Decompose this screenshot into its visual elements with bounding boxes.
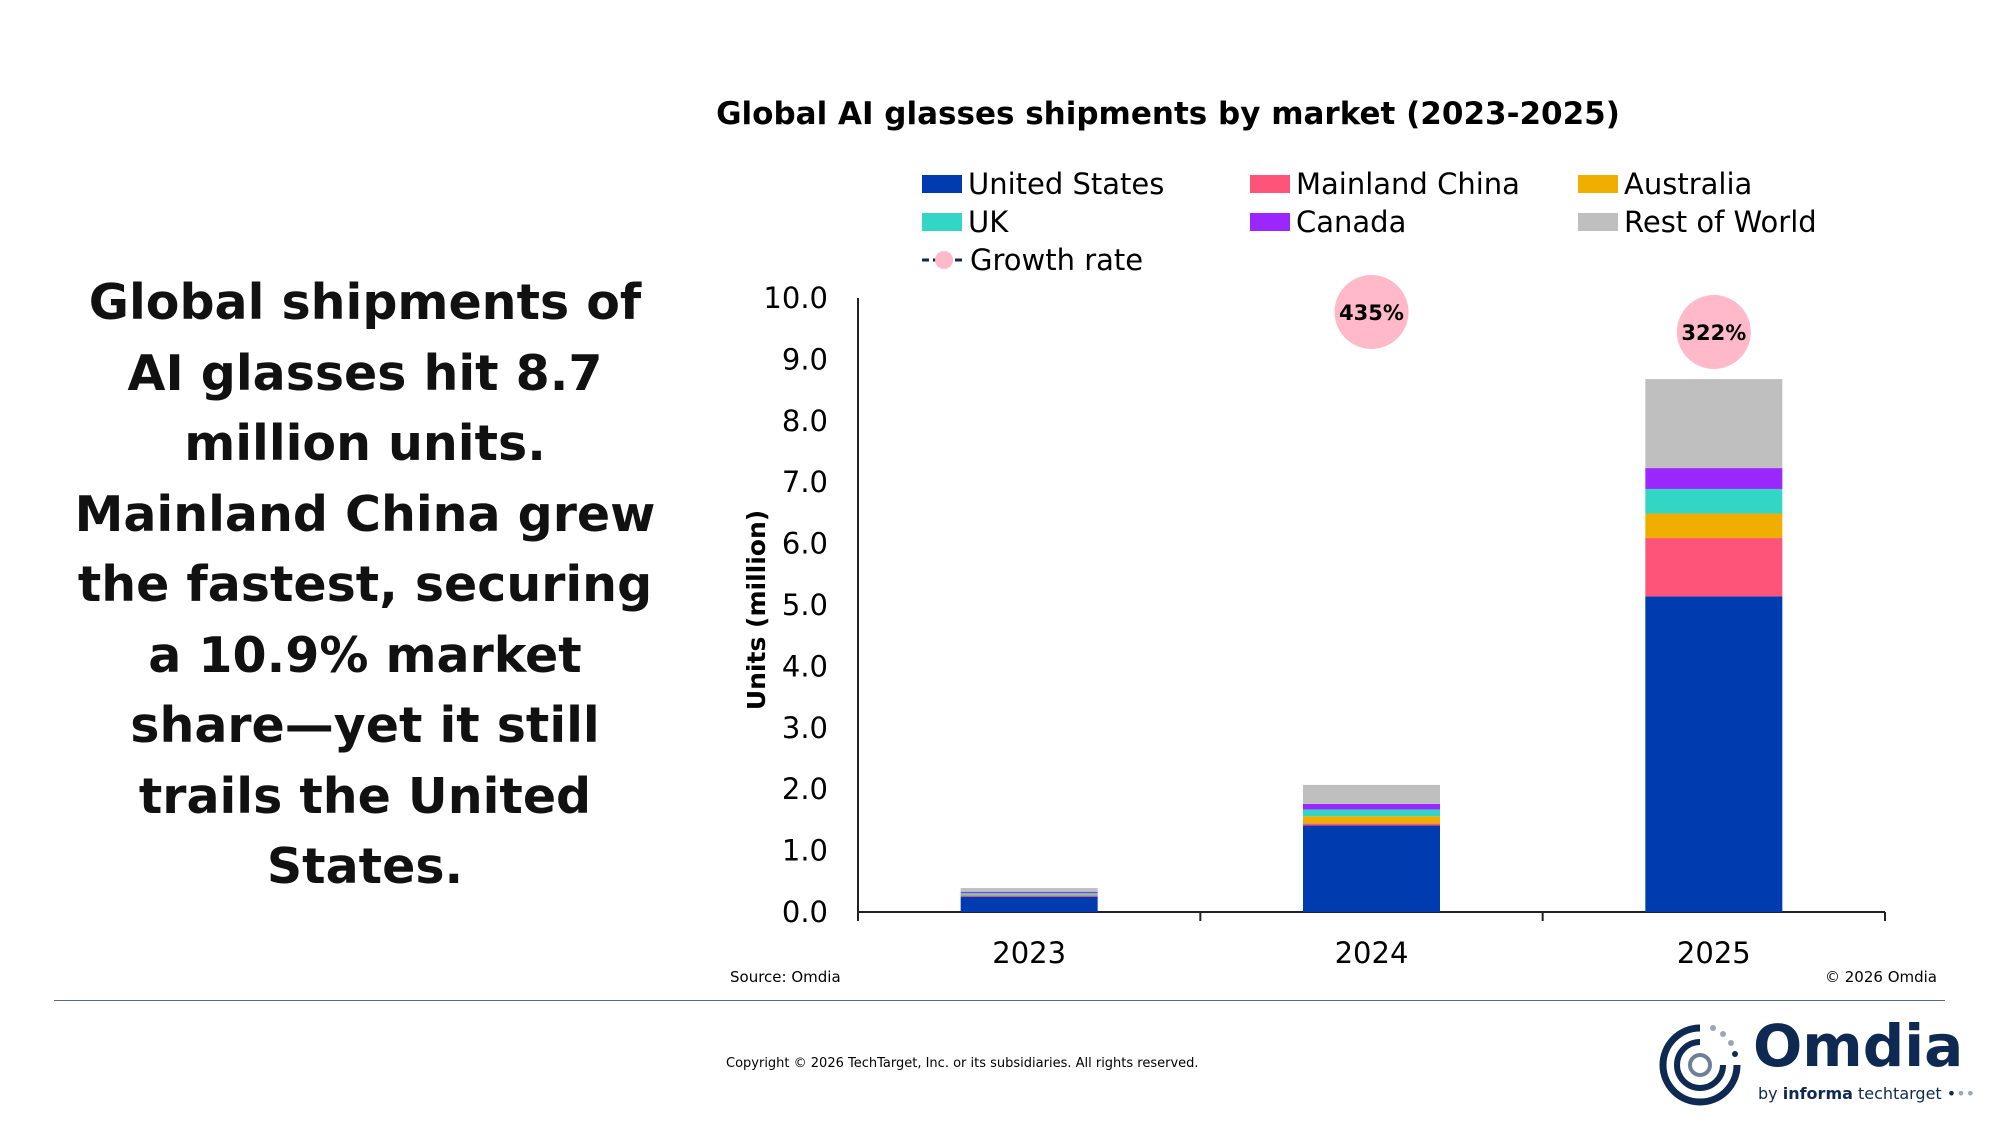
bar-segment-mainland-china xyxy=(1645,538,1783,597)
x-tick-label: 2025 xyxy=(1677,936,1751,970)
bar-segment-rest-of-world xyxy=(960,888,1098,892)
legend-swatch xyxy=(1250,175,1290,193)
y-tick-label: 0.0 xyxy=(782,895,828,929)
growth-rate-label: 322% xyxy=(1681,321,1746,345)
legend-item: Australia xyxy=(1578,167,1752,201)
y-tick-label: 4.0 xyxy=(782,649,828,683)
y-tick-label: 2.0 xyxy=(782,772,828,806)
x-tick-label: 2024 xyxy=(1335,936,1409,970)
legend-swatch xyxy=(1250,213,1290,231)
bar-segment-rest-of-world xyxy=(1303,784,1440,804)
legend-item: Canada xyxy=(1250,205,1406,239)
growth-rate-label: 435% xyxy=(1339,301,1404,325)
legend-item: Growth rate xyxy=(922,243,1143,277)
y-tick-label: 9.0 xyxy=(782,342,828,376)
bar-segment-australia xyxy=(1303,816,1440,824)
headline: Global shipments of AI glasses hit 8.7 m… xyxy=(74,274,656,895)
omdia-logo-icon xyxy=(1659,1024,1741,1106)
chart-copyright: © 2026 Omdia xyxy=(1824,968,1937,986)
legend-item: United States xyxy=(922,167,1164,201)
y-tick-label: 1.0 xyxy=(782,834,828,868)
y-tick-label: 10.0 xyxy=(763,281,828,315)
x-tick-label: 2023 xyxy=(992,936,1066,970)
bar-segment-australia xyxy=(960,894,1098,896)
y-tick-label: 3.0 xyxy=(782,711,828,745)
y-axis-title: Units (million) xyxy=(742,510,771,710)
legend-label: Growth rate xyxy=(970,243,1144,277)
growth-rate-marker xyxy=(1334,275,1409,349)
growth-rate-marker xyxy=(1676,295,1751,369)
omdia-logo: Omdia by informa techtarget ••• xyxy=(1655,1012,1975,1110)
bar-segment-mainland-china xyxy=(960,895,1098,897)
footer-copyright: Copyright © 2026 TechTarget, Inc. or its… xyxy=(726,1056,1199,1071)
legend-label: Canada xyxy=(1296,205,1407,239)
bar-segment-australia xyxy=(1645,513,1783,539)
bar-segment-mainland-china xyxy=(1303,823,1440,826)
legend-item: Rest of World xyxy=(1578,205,1817,239)
legend-swatch xyxy=(922,213,962,231)
bar-segment-rest-of-world xyxy=(1645,379,1783,469)
legend-label: Rest of World xyxy=(1624,205,1817,239)
y-tick-label: 7.0 xyxy=(782,465,828,499)
legend-label: UK xyxy=(968,205,1009,239)
y-tick-label: 5.0 xyxy=(782,588,828,622)
bar-segment-united-states xyxy=(960,896,1098,912)
legend-swatch xyxy=(1578,213,1618,231)
legend-item: UK xyxy=(922,205,1008,239)
legend-item: Mainland China xyxy=(1250,167,1520,201)
legend-line-marker-icon xyxy=(922,250,966,270)
bar-segment-united-states xyxy=(1645,596,1783,912)
legend-label: United States xyxy=(968,167,1165,201)
bar-segment-canada xyxy=(960,891,1098,893)
bar-segment-united-states xyxy=(1303,825,1440,912)
legend-label: Australia xyxy=(1624,167,1753,201)
source-note: Source: Omdia xyxy=(730,968,841,986)
bar-segment-canada xyxy=(1303,803,1440,810)
y-tick-label: 6.0 xyxy=(782,527,828,561)
legend-swatch xyxy=(922,175,962,193)
chart-title: Global AI glasses shipments by market (2… xyxy=(716,96,1620,132)
bar-segment-uk xyxy=(1645,488,1783,514)
bar-segment-uk xyxy=(960,892,1098,895)
legend-swatch xyxy=(1578,175,1618,193)
bar-segment-uk xyxy=(1303,809,1440,817)
divider xyxy=(54,1000,1945,1001)
bar-segment-canada xyxy=(1645,468,1783,489)
y-tick-label: 8.0 xyxy=(782,404,828,438)
legend-label: Mainland China xyxy=(1296,167,1520,201)
